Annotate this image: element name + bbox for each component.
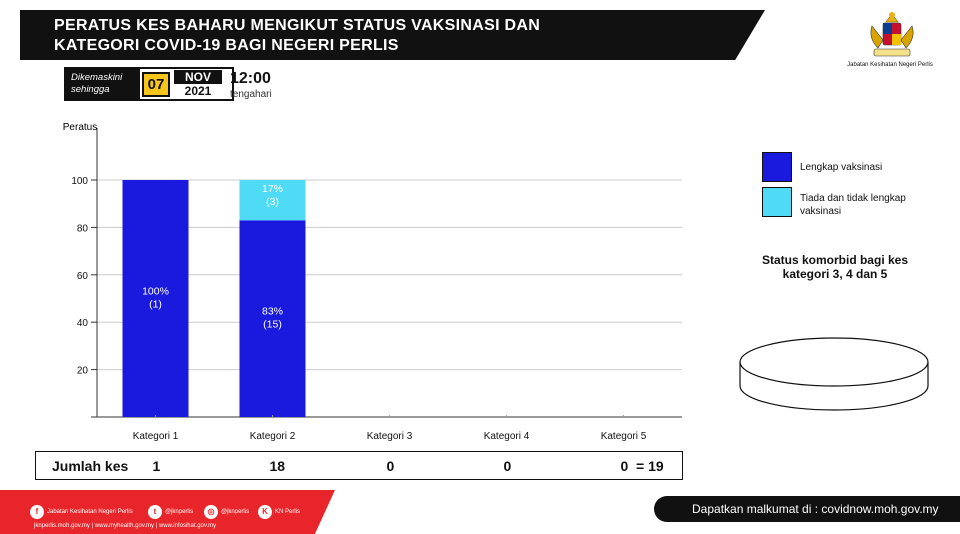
y-tick-label: 60 <box>77 271 89 282</box>
x-tick-label: Kategori 1 <box>133 431 179 442</box>
totals-label: Jumlah kes <box>52 458 129 474</box>
bar-segment-lengkap <box>122 180 189 417</box>
update-label-line2: sehingga <box>71 84 110 95</box>
emblem-caption: Jabatan Kesihatan Negeri Perlis <box>847 62 933 68</box>
chart-grid <box>97 179 682 371</box>
x-tick-label: Kategori 3 <box>367 431 413 442</box>
footer-urls: jknperlis.moh.gov.my | www.myhealth.gov.… <box>34 523 217 529</box>
y-tick-label: 100 <box>71 176 88 187</box>
legend-item-tiada: Tiada dan tidak lengkap vaksinasi <box>762 187 918 218</box>
kn-perlis-icon: K <box>258 505 272 519</box>
y-tick-label: 20 <box>77 366 89 377</box>
totals-row: Jumlah kes 1 18 0 0 0 = 19 <box>35 451 683 480</box>
social-link[interactable]: K KN Perlis <box>258 505 300 519</box>
legend-swatch-lengkap <box>762 152 792 182</box>
x-tick-label: Kategori 2 <box>250 431 296 442</box>
social-link-label: @jknperlis <box>221 509 250 515</box>
social-link[interactable]: ◎ @jknperlis <box>204 505 249 519</box>
bar-segment-lengkap <box>239 220 306 417</box>
x-tick-label: Kategori 5 <box>601 431 647 442</box>
update-label-line1: Dikemaskini <box>71 72 123 83</box>
facebook-icon: f <box>30 505 44 519</box>
twitter-icon: t <box>148 505 162 519</box>
totals-value: 0 <box>503 458 512 474</box>
y-tick-label: 80 <box>77 223 89 234</box>
footer-info: Dapatkan malkumat di : covidnow.moh.gov.… <box>654 496 960 522</box>
bars: 100%(1) 83%(15) 17%(3) <box>122 180 306 417</box>
x-tick-label: Kategori 4 <box>484 431 530 442</box>
data-label-percent: 83% <box>262 306 283 318</box>
stacked-bar-chart: 20 40 60 80 100 100%(1) 83%(15) 17%(3) Kategor… <box>63 122 682 442</box>
page-title-line1: PERATUS KES BAHARU MENGIKUT STATUS VAKSI… <box>54 17 541 34</box>
legend-label-lengkap: Lengkap vaksinasi <box>800 162 883 173</box>
title-banner: PERATUS KES BAHARU MENGIKUT STATUS VAKSI… <box>20 10 765 60</box>
legend-label-tiada: Tiada dan tidak lengkap vaksinasi <box>800 193 906 217</box>
data-label-count: (15) <box>263 319 282 331</box>
legend-swatch-tiada <box>762 187 792 217</box>
totals-value: 1 <box>152 458 161 474</box>
totals-value: 18 <box>269 458 286 474</box>
bar-segment-tiada <box>239 180 306 221</box>
y-axis-label: Peratus <box>63 122 97 133</box>
totals-grand-total: = 19 <box>636 458 664 474</box>
y-tick-label: 40 <box>77 318 89 329</box>
social-link-label: @jknperlis <box>165 509 194 515</box>
y-axis: 20 40 60 80 100 <box>71 128 682 418</box>
legend-item-lengkap: Lengkap vaksinasi <box>762 152 882 182</box>
data-label-percent: 100% <box>142 286 169 298</box>
update-time: 12:00 <box>230 70 271 87</box>
update-month: NOV <box>174 70 222 84</box>
instagram-icon: ◎ <box>204 505 218 519</box>
social-link[interactable]: t @jknperlis <box>148 505 193 519</box>
update-box: Dikemaskini sehingga 07 NOV 2021 <box>64 67 234 101</box>
social-link[interactable]: f Jabatan Kesihatan Negeri Perlis <box>30 505 133 519</box>
komorbid-empty-pie <box>739 337 929 411</box>
totals-value: 0 <box>386 458 395 474</box>
update-year: 2021 <box>184 84 212 98</box>
komorbid-title-line2: kategori 3, 4 dan 5 <box>782 267 888 281</box>
totals-value: 0 <box>620 458 629 474</box>
coat-of-arms-icon <box>870 12 914 57</box>
data-label-count: (1) <box>149 299 162 311</box>
data-label-count: (3) <box>266 196 279 208</box>
x-axis-labels: Kategori 1 Kategori 2 Kategori 3 Kategori 4… <box>133 415 647 442</box>
social-link-label: Jabatan Kesihatan Negeri Perlis <box>47 509 133 515</box>
social-link-label: KN Perlis <box>275 509 301 515</box>
data-label-percent: 17% <box>262 183 283 195</box>
footer-social-bar <box>0 490 335 534</box>
update-day: 07 <box>142 72 170 97</box>
update-label: Dikemaskini sehingga <box>66 69 140 99</box>
komorbid-title: Status komorbid bagi kes kategori 3, 4 d… <box>745 253 925 281</box>
update-time-period: tengahari <box>230 89 272 100</box>
page-title-line2: KATEGORI COVID-19 BAGI NEGERI PERLIS <box>54 37 399 54</box>
komorbid-title-line1: Status komorbid bagi kes <box>761 253 909 267</box>
